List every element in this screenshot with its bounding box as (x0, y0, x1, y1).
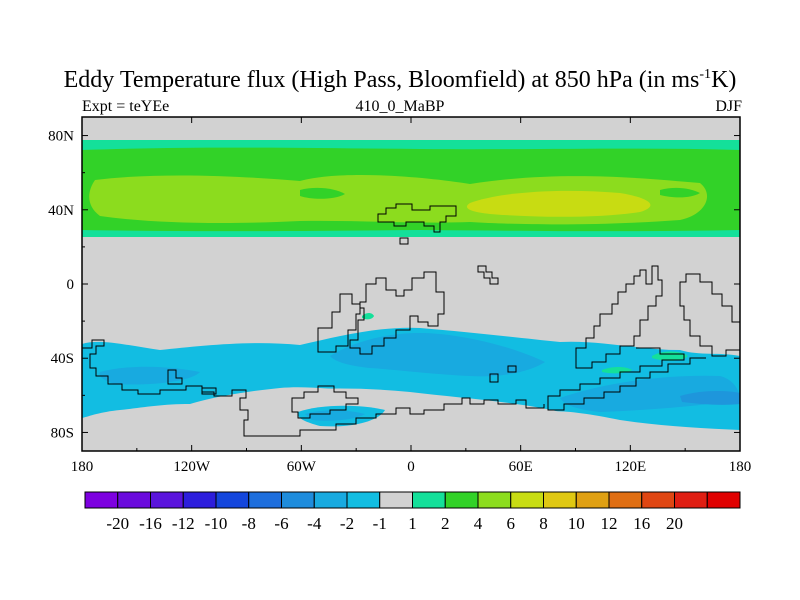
colorbar-swatch (84, 491, 119, 509)
colorbar-swatch (706, 491, 741, 509)
colorbar-label: -2 (340, 514, 354, 533)
sh-south-core (305, 410, 365, 421)
nh-green-blob-east (660, 187, 700, 198)
colorbar-swatch (248, 491, 282, 509)
colorbar-label: 6 (507, 514, 516, 533)
colorbar-label: -8 (242, 514, 256, 533)
y-tick-label: 0 (67, 277, 75, 293)
x-tick-label: 120E (614, 459, 646, 475)
y-tick-label: 40N (48, 203, 74, 219)
colorbar-swatch (444, 491, 479, 509)
colorbar-swatch (346, 491, 381, 509)
season-label: DJF (715, 98, 742, 115)
coast-east-islands (477, 265, 499, 285)
colorbar-label: 4 (474, 514, 483, 533)
coast-central-continent (349, 271, 445, 355)
plot-title: Eddy Temperature flux (High Pass, Bloomf… (0, 66, 800, 94)
colorbar-label: -12 (172, 514, 195, 533)
colorbar-swatch (313, 491, 348, 509)
colorbar-swatch (150, 491, 184, 509)
coast-east-continent (575, 265, 663, 369)
colorbar-label: 2 (441, 514, 450, 533)
title-superscript: -1 (699, 67, 712, 82)
colorbar-label: 10 (568, 514, 585, 533)
colorbar-label: 12 (601, 514, 618, 533)
coast-sh-west-outline (82, 339, 545, 437)
x-tick-label: 60E (509, 459, 533, 475)
colorbar-label: -20 (106, 514, 129, 533)
colorbar-swatch (575, 491, 610, 509)
colorbar-swatch (379, 491, 413, 509)
coastlines (82, 203, 740, 437)
colorbar-label: 1 (408, 514, 417, 533)
colorbar-label: -6 (274, 514, 288, 533)
colorbar-swatch (641, 491, 675, 509)
colorbar-label: -10 (205, 514, 228, 533)
sh-max (680, 391, 740, 405)
x-tick-label: 180 (71, 459, 94, 475)
colorbar: -20 -16 -12 -10 -8 -6 -4 -2 -1 1 2 4 6 8 10 12 16 20 (84, 491, 741, 533)
map-area (82, 117, 740, 451)
title-text: Eddy Temperature flux (High Pass, Bloomf… (63, 67, 700, 93)
coast-nh-north-landmass (377, 203, 457, 233)
coast-small-block-b (201, 387, 217, 395)
colorbar-swatch (608, 491, 643, 509)
colorbar-label: -1 (373, 514, 387, 533)
y-axis: 80N 40N 0 40S 80S (48, 129, 740, 441)
colorbar-swatch (281, 491, 315, 509)
colorbar-label: 20 (666, 514, 683, 533)
y-tick-label: 80S (51, 425, 74, 441)
nh-max (466, 190, 651, 217)
nh-green-blob-west (300, 187, 345, 199)
colorbar-swatch (182, 491, 217, 509)
colorbar-swatch (674, 491, 708, 509)
colorbar-label: 8 (539, 514, 548, 533)
colorbar-swatch (510, 491, 544, 509)
run-label: 410_0_MaBP (355, 98, 445, 115)
colorbar-swatch (117, 491, 151, 509)
x-tick-label: 60W (287, 459, 317, 475)
colorbar-swatch (412, 491, 446, 509)
x-tick-label: 180 (729, 459, 752, 475)
coast-small-block-c (489, 365, 517, 383)
y-tick-label: 80N (48, 129, 74, 145)
coast-aus-block (547, 347, 706, 411)
x-tick-label: 120W (173, 459, 211, 475)
colorbar-label: 16 (633, 514, 650, 533)
colorbar-swatch (543, 491, 577, 509)
coast-small-block-a (167, 369, 183, 385)
colorbar-label: -4 (307, 514, 322, 533)
x-axis: 180 120W 60W 0 60E 120E 180 (71, 117, 752, 475)
coast-antarctic-block (291, 385, 359, 419)
sh-core-west (99, 366, 200, 385)
colorbar-label: -16 (139, 514, 162, 533)
x-tick-label: 0 (407, 459, 415, 475)
colorbar-swatch (215, 491, 250, 509)
coast-small-island (399, 237, 409, 245)
title-suffix: K) (711, 67, 737, 93)
colorbar-swatch (477, 491, 512, 509)
experiment-label: Expt = teYEe (82, 98, 170, 115)
coast-west-continent (317, 293, 361, 353)
atlantic-positive (362, 313, 374, 320)
coast-far-east-continent (679, 273, 740, 357)
y-tick-label: 40S (51, 351, 74, 367)
